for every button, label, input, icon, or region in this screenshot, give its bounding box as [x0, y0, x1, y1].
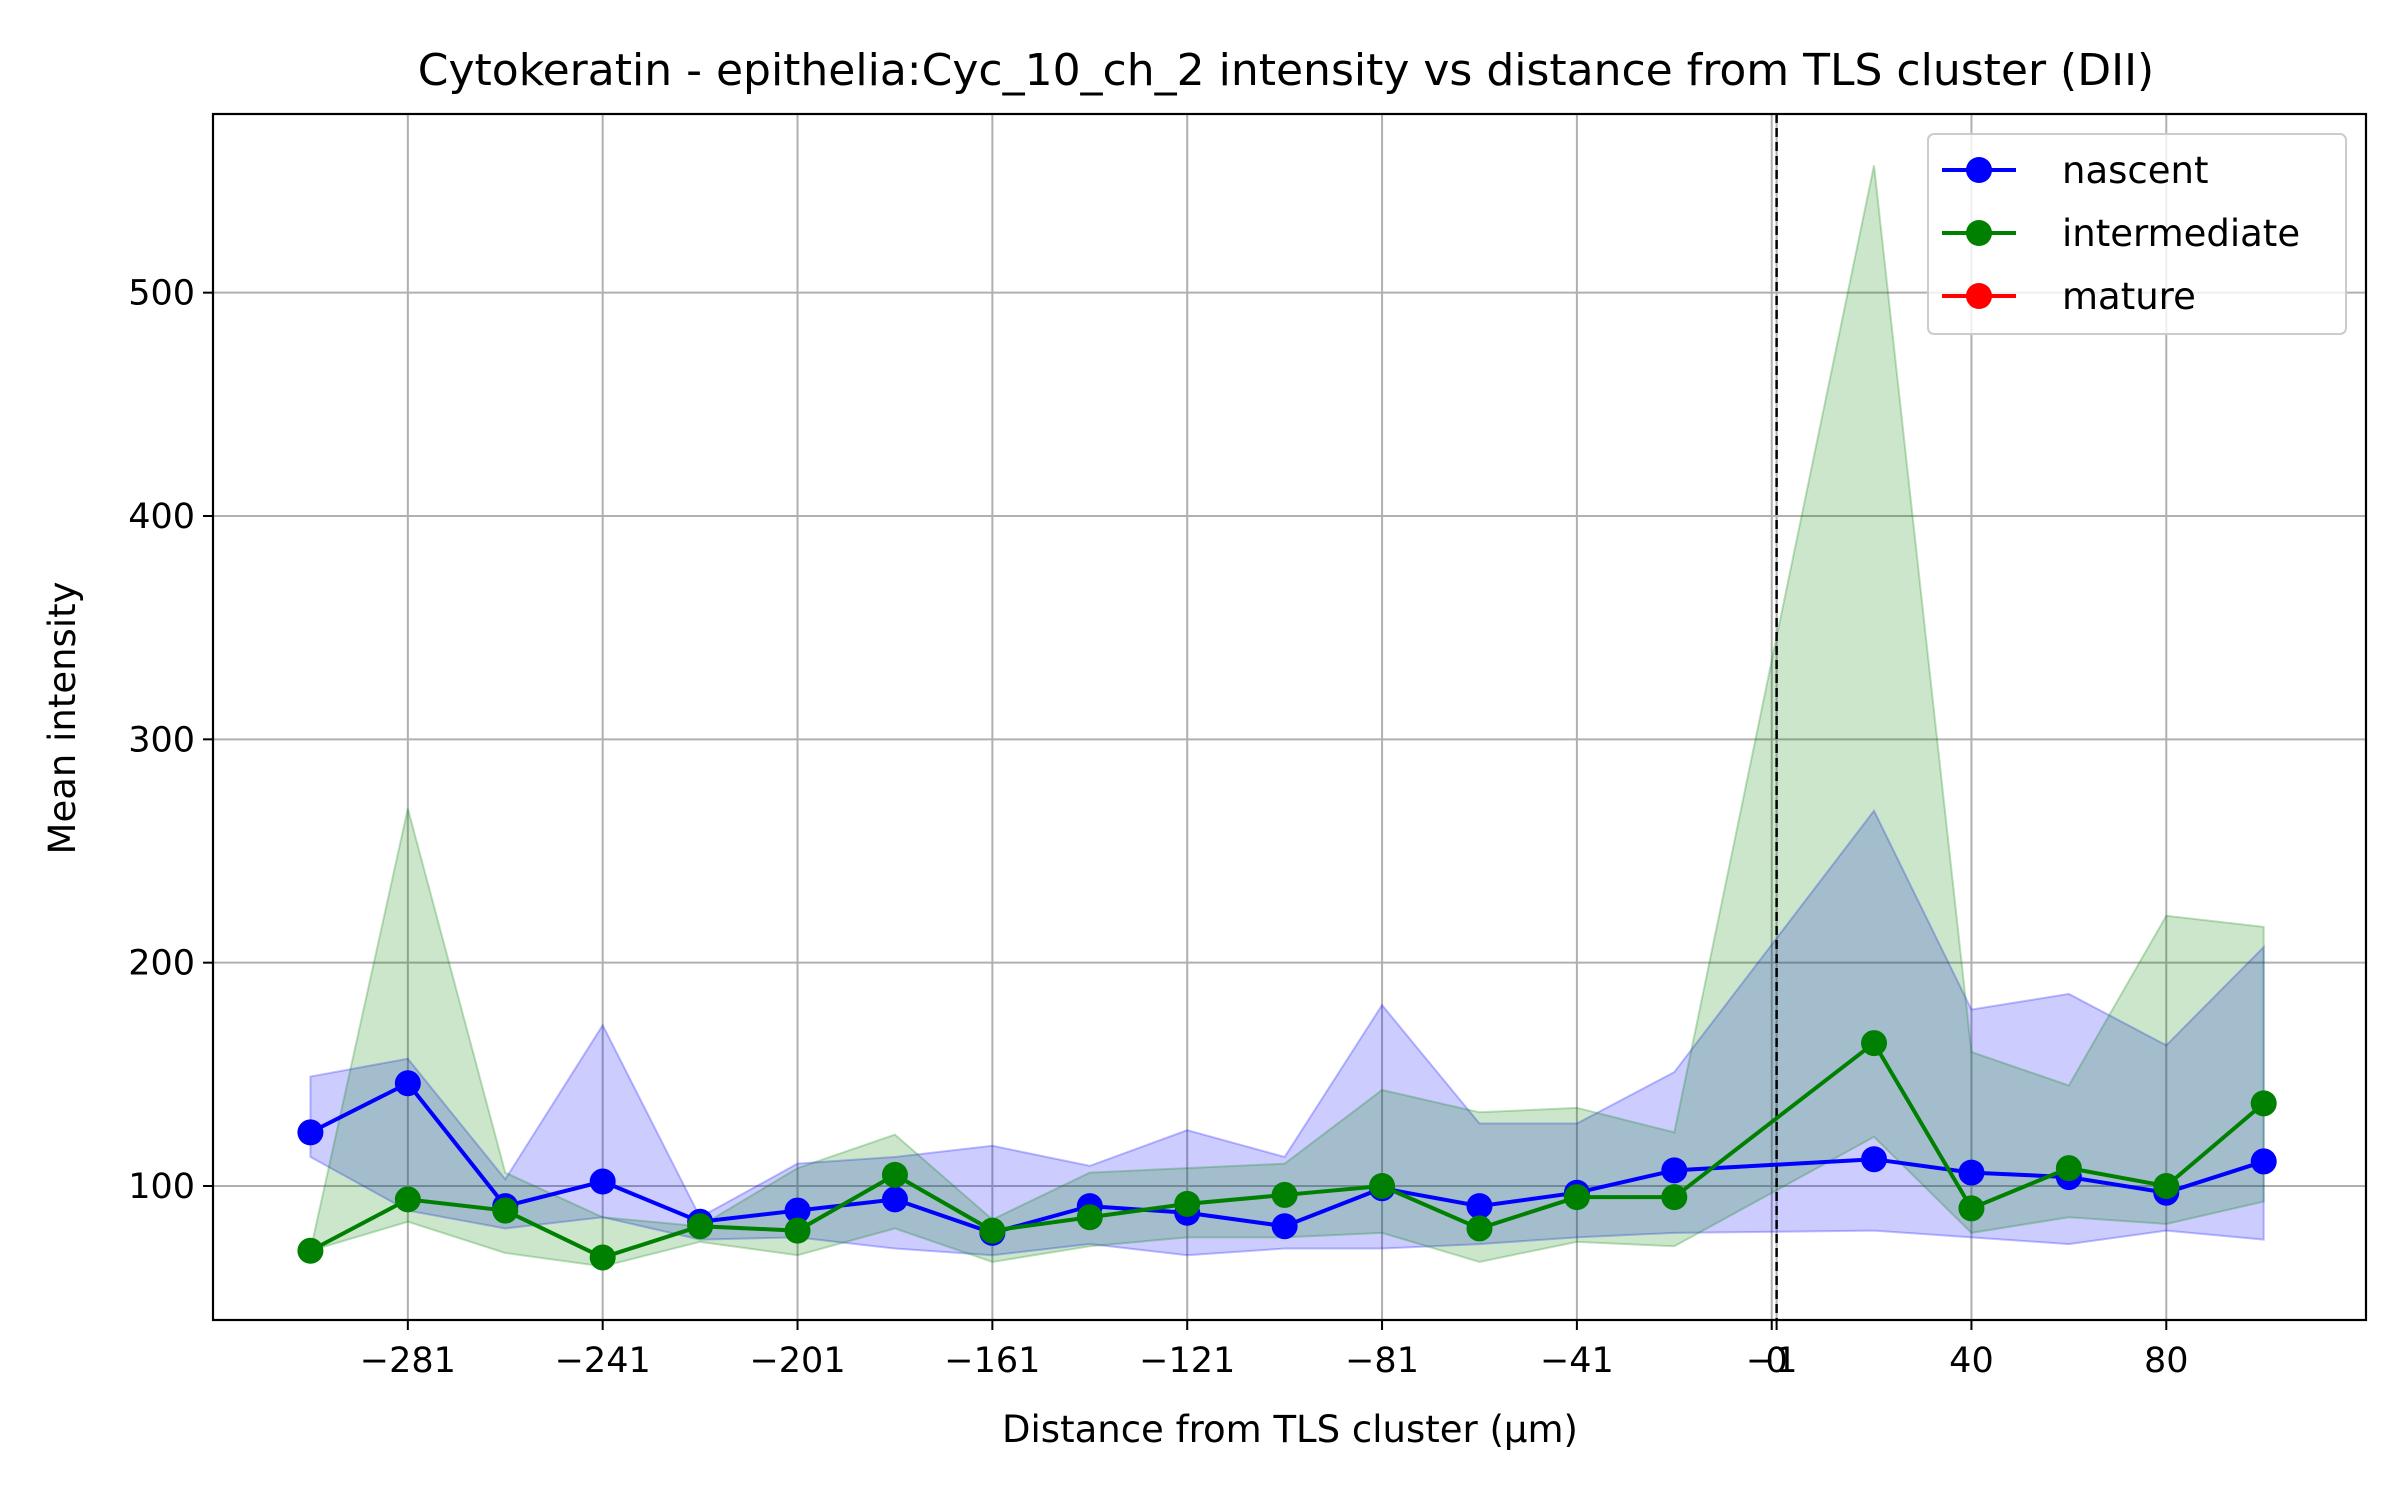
nascent-point [881, 1186, 908, 1213]
intermediate-point [1369, 1173, 1396, 1199]
nascent-point [784, 1197, 811, 1224]
x-tick-label: −121 [1139, 1341, 1235, 1381]
series-lines [297, 1030, 2277, 1271]
intermediate-band [309, 165, 2265, 1268]
x-tick-label: 40 [1949, 1341, 1994, 1381]
y-tick-label: 500 [128, 274, 195, 314]
x-tick-label: −81 [1345, 1341, 1419, 1381]
x-tick-label: −281 [360, 1341, 456, 1381]
intermediate-point [1861, 1030, 1888, 1057]
x-tick-label: 0 [1765, 1341, 1787, 1381]
intermediate-point [2055, 1155, 2082, 1182]
intermediate-point [1271, 1181, 1298, 1208]
nascent-point [1661, 1157, 1688, 1184]
intermediate-point [492, 1197, 519, 1224]
intermediate-point [1466, 1215, 1493, 1242]
intermediate-point [979, 1217, 1006, 1244]
legend-label-mature: mature [2062, 275, 2196, 318]
intermediate-point [1661, 1184, 1688, 1211]
legend: nascent intermediate mature [1927, 133, 2347, 335]
nascent-point [1466, 1193, 1493, 1220]
intermediate-point [687, 1213, 714, 1240]
intermediate-point [1076, 1204, 1103, 1231]
intermediate-point [2250, 1090, 2277, 1117]
intermediate-point [881, 1161, 908, 1188]
intermediate-point [1174, 1190, 1201, 1217]
nascent-point [589, 1168, 616, 1195]
y-tick-label: 400 [128, 497, 195, 537]
nascent-point [1271, 1213, 1298, 1240]
legend-label-nascent: nascent [2062, 149, 2208, 192]
y-tick-label: 200 [128, 944, 195, 984]
legend-swatch-marker [1966, 157, 1992, 183]
intermediate-point [589, 1244, 616, 1271]
axis-ticks: −281 −241 −201 −161 −121 −81 −41 −10 40 80 100 200 3… [128, 274, 2188, 1381]
intermediate-point [2153, 1173, 2180, 1199]
nascent-point [2250, 1148, 2277, 1175]
legend-box [1927, 133, 2347, 335]
y-tick-label: 300 [128, 720, 195, 760]
nascent-point [297, 1119, 324, 1146]
y-axis-label: Mean intensity [41, 582, 84, 855]
legend-label-intermediate: intermediate [2062, 212, 2300, 255]
legend-swatch-marker [1966, 220, 1992, 246]
nascent-point [394, 1070, 421, 1097]
y-tick-label: 100 [128, 1167, 195, 1207]
nascent-point [1861, 1146, 1888, 1173]
intermediate-point [1958, 1195, 1985, 1222]
x-tick-label: −201 [749, 1341, 845, 1381]
intermediate-point [297, 1237, 324, 1264]
x-tick-label: −1 [1746, 1341, 1798, 1381]
x-axis-label: Distance from TLS cluster (μm) [1002, 1408, 1578, 1451]
nascent-line [309, 1080, 2265, 1235]
x-tick-label: −41 [1540, 1341, 1614, 1381]
legend-swatch-marker [1966, 283, 1992, 309]
intermediate-point [784, 1217, 811, 1244]
chart-title: Cytokeratin - epithelia:Cyc_10_ch_2 inte… [418, 45, 2154, 96]
nascent-point [1958, 1159, 1985, 1186]
plot-frame [211, 112, 2368, 1322]
x-tick-label: 80 [2144, 1341, 2189, 1381]
intermediate-line [309, 1040, 2266, 1260]
intermediate-point [1563, 1184, 1590, 1211]
intermediate-point [394, 1186, 421, 1213]
x-tick-label: −161 [944, 1341, 1040, 1381]
x-tick-label: −241 [555, 1341, 651, 1381]
